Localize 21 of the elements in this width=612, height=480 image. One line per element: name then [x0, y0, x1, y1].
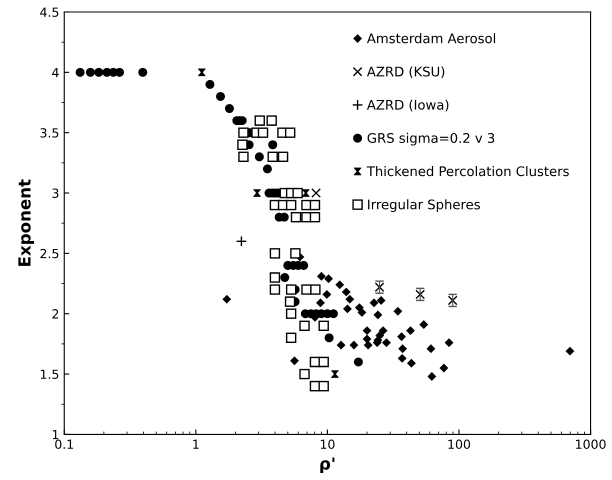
legend-label: GRS sigma=0.2 v 3 [368, 132, 494, 146]
y-axis-title: Exponent [18, 179, 34, 266]
legend-label: AZRD (KSU) [366, 66, 444, 78]
x-tick-label: 0.1 [55, 439, 74, 449]
y-tick-label: 2 [52, 309, 58, 318]
y-tick-label: 3 [52, 188, 58, 198]
x-tick-label: 1 [193, 440, 199, 449]
x-tick-label: 10 [320, 439, 335, 449]
x-tick-label: 1000 [576, 439, 606, 449]
y-tick-label: 1.5 [40, 370, 58, 379]
x-axis-title: ρ' [320, 457, 334, 474]
legend-label: Amsterdam Aerosol [366, 33, 496, 44]
legend-label: Thickened Percolation Clusters [366, 166, 569, 176]
y-tick-label: 4 [52, 68, 59, 78]
y-tick-label: 4.5 [40, 8, 58, 17]
legend-label: Irregular Spheres [368, 199, 480, 212]
y-tick-label: 3.5 [40, 128, 58, 138]
y-tick-label: 1 [52, 430, 58, 440]
x-tick-label: 100 [448, 439, 470, 449]
legend-label: AZRD (Iowa) [366, 100, 448, 112]
y-tick-label: 2.5 [40, 248, 58, 258]
